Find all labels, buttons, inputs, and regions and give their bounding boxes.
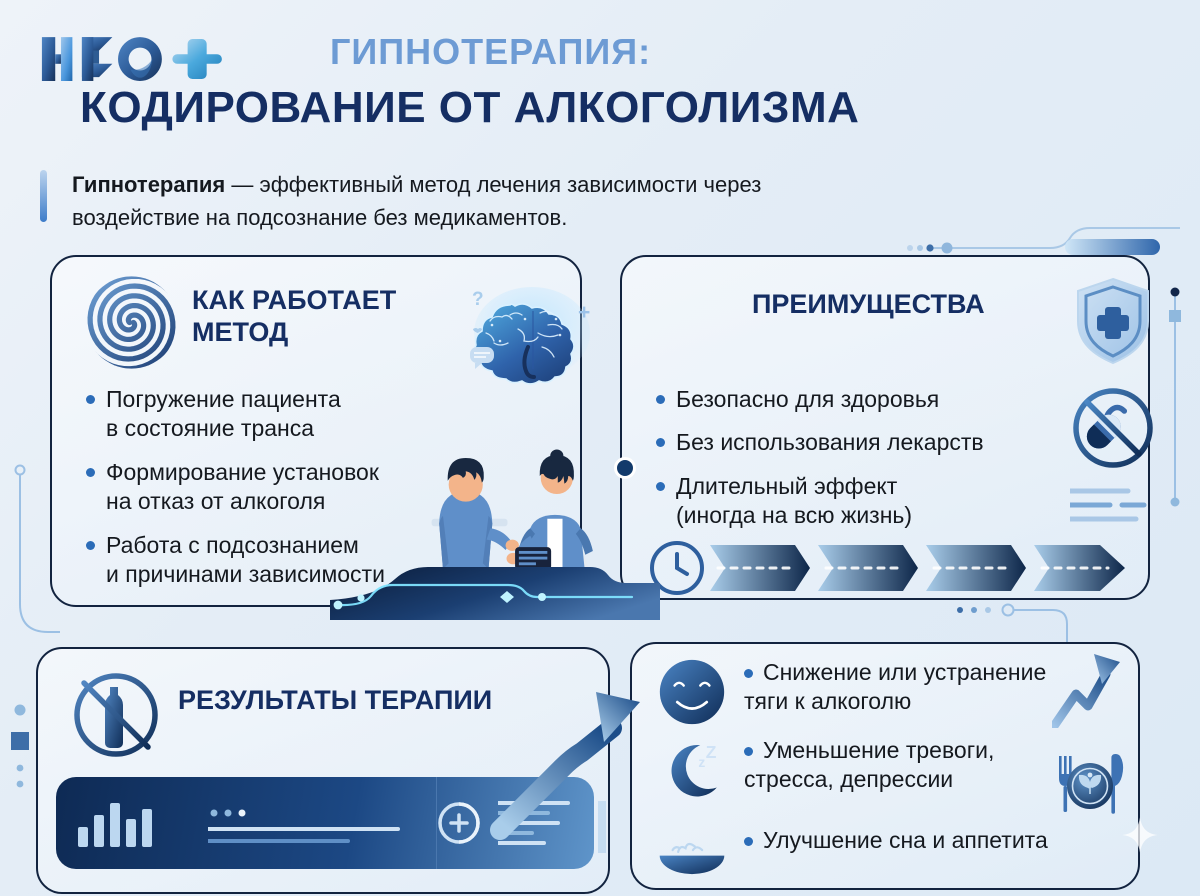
svg-text:z: z — [698, 755, 705, 770]
svg-text:?: ? — [472, 289, 484, 310]
svg-text:Z: Z — [706, 742, 717, 762]
svg-text:+: + — [578, 301, 590, 324]
